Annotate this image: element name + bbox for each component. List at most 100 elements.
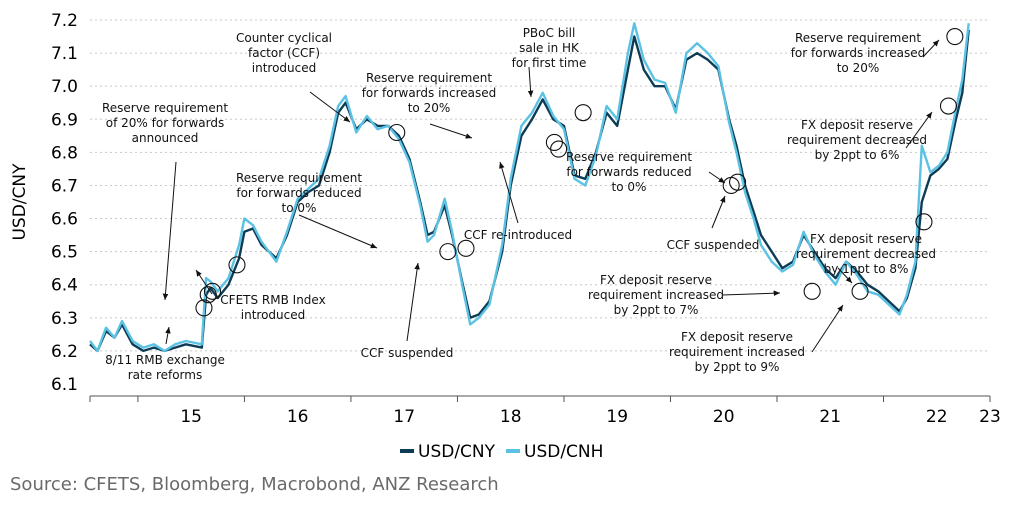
legend: USD/CNY USD/CNH [400, 442, 603, 462]
annotation-arrow [298, 214, 378, 249]
annotation-line: requirement decreased [787, 133, 927, 147]
annotation-line: requirement decreased [796, 247, 936, 261]
x-tick-label: 16 [287, 407, 309, 427]
annotation-line: announced [132, 131, 199, 145]
y-tick-label: 6.6 [51, 210, 78, 230]
annotation: Counter cyclical factor (CCF) introduced [236, 31, 332, 75]
event-marker [550, 140, 568, 158]
annotation-line: FX deposit reserve [600, 273, 712, 287]
annotation-line: CCF re-introduced [464, 228, 572, 242]
annotation-line: sale in HK [519, 41, 580, 55]
annotation-line: for forwards reduced [566, 165, 691, 179]
annotation-line: by 2ppt to 6% [815, 148, 900, 162]
x-tick-label: 23 [979, 407, 1001, 427]
x-tick-label: 20 [713, 407, 735, 427]
annotation-line: for forwards increased [791, 46, 926, 60]
annotation-line: by 2ppt to 9% [695, 360, 780, 374]
event-marker [729, 173, 747, 191]
annotation-arrow [922, 39, 940, 58]
event-marker [574, 104, 592, 122]
annotation-line: requirement increased [588, 288, 724, 302]
annotation-arrow [811, 304, 844, 353]
annotation: PBoC bill sale in HK for first time [512, 26, 587, 70]
x-tick-label: 15 [180, 407, 202, 427]
x-axis-ticks: 15 16 17 18 19 20 21 22 23 [180, 407, 1000, 427]
annotation-arrow [711, 195, 726, 229]
annotation-line: rate reforms [128, 368, 202, 382]
x-tick-label: 22 [926, 407, 948, 427]
legend-label: USD/CNH [524, 442, 603, 462]
legend-label: USD/CNY [418, 442, 496, 462]
event-marker [195, 299, 213, 317]
annotation: CCF suspended [361, 346, 454, 360]
x-tick-label: 18 [500, 407, 522, 427]
annotation-line: Counter cyclical [236, 31, 332, 45]
annotation-line: Reserve requirement [102, 101, 228, 115]
annotation-line: for first time [512, 56, 587, 70]
annotation: Reserve requirement for forwards reduced t… [236, 171, 362, 215]
annotation: FX deposit reserve requirement decreased b… [796, 232, 936, 276]
annotation-line: PBoC bill [523, 26, 576, 40]
y-tick-label: 7.1 [51, 44, 78, 64]
event-marker [388, 123, 406, 142]
annotation: Reserve requirement for forwards increase… [362, 71, 497, 115]
annotation-line: to 0% [612, 180, 647, 194]
annotation: CFETS RMB Index introduced [220, 293, 325, 322]
annotation-line: Reserve requirement [795, 31, 921, 45]
annotation-line: factor (CCF) [248, 46, 320, 60]
annotation-line: FX deposit reserve [681, 330, 793, 344]
annotation-line: introduced [241, 308, 305, 322]
annotation-arrow [195, 269, 213, 295]
annotation-line: of 20% for forwards [106, 116, 224, 130]
series-line-usd-cny [89, 29, 970, 353]
event-marker [946, 27, 964, 46]
annotation-line: to 0% [282, 201, 317, 215]
source-note: Source: CFETS, Bloomberg, Macrobond, ANZ… [10, 474, 499, 495]
y-axis-ticks: 6.1 6.2 6.3 6.4 6.5 6.6 6.7 6.8 6.9 7.0 7.1 7.2 [51, 11, 78, 395]
event-marker [228, 256, 246, 274]
y-tick-label: 6.9 [51, 110, 78, 130]
annotation: CCF suspended [667, 238, 760, 252]
annotation-line: to 20% [408, 101, 451, 115]
annotation-arrow [165, 326, 171, 345]
annotation: Reserve requirement for forwards increase… [791, 31, 926, 75]
event-markers [195, 27, 964, 317]
annotation-line: FX deposit reserve [801, 118, 913, 132]
annotation-line: FX deposit reserve [810, 232, 922, 246]
y-tick-label: 6.7 [51, 176, 78, 196]
annotation-arrow [429, 123, 473, 139]
annotations: Counter cyclical factor (CCF) introducedPB… [102, 26, 936, 382]
annotation-line: CCF suspended [667, 238, 760, 252]
annotation-line: for forwards reduced [236, 186, 361, 200]
y-tick-label: 6.1 [51, 375, 78, 395]
annotation-line: CFETS RMB Index [220, 293, 325, 307]
annotation-arrow [527, 66, 534, 98]
annotation-arrow [406, 262, 420, 342]
event-marker [203, 282, 222, 300]
annotation: Reserve requirement of 20% for forwards an… [102, 101, 228, 145]
y-tick-label: 6.3 [51, 309, 78, 329]
axes [89, 395, 991, 402]
annotation: FX deposit reserve requirement increased b… [669, 330, 805, 374]
y-tick-label: 6.8 [51, 143, 78, 163]
y-axis-label: USD/CNY [10, 163, 30, 241]
annotation-line: CCF suspended [361, 346, 454, 360]
annotation-arrow [309, 91, 351, 123]
event-marker [457, 239, 475, 257]
annotation-line: Reserve requirement [566, 150, 692, 164]
y-tick-label: 7.2 [51, 11, 78, 31]
annotation: Reserve requirement for forwards reduced t… [566, 150, 692, 194]
x-tick-label: 17 [393, 407, 415, 427]
annotation-arrow [837, 267, 853, 284]
annotation: FX deposit reserve requirement decreased b… [787, 118, 927, 162]
annotation-line: for forwards increased [362, 86, 497, 100]
annotation-arrow [162, 161, 177, 301]
annotation-arrow [721, 290, 781, 297]
annotation-line: by 1ppt to 8% [824, 262, 909, 276]
x-tick-label: 21 [819, 407, 841, 427]
annotation-line: to 20% [837, 61, 880, 75]
event-marker [851, 282, 869, 300]
event-marker [915, 213, 933, 231]
annotation-arrow [905, 111, 933, 149]
series-line-usd-cnh [89, 22, 970, 353]
